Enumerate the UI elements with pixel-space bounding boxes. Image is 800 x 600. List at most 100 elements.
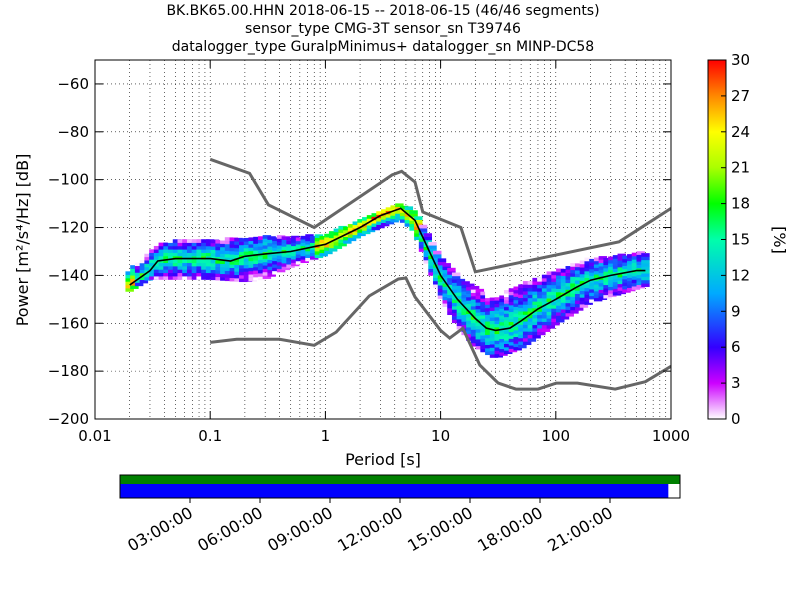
psd-bin (466, 330, 475, 335)
psd-bin (518, 321, 527, 325)
psd-bin (466, 323, 475, 328)
psd-bin (262, 268, 272, 273)
psd-bin (248, 260, 257, 265)
psd-bin (456, 312, 466, 317)
psd-bin (433, 264, 442, 268)
psd-bin (281, 256, 291, 261)
psd-bin (551, 321, 560, 326)
psd-bin (158, 276, 168, 280)
psd-bin (636, 278, 645, 282)
psd-bin (224, 264, 234, 268)
psd-bin (262, 241, 272, 246)
psd-bin (257, 276, 267, 281)
timeline-tick-label: 21:00:00 (544, 503, 616, 555)
psd-bin (205, 266, 215, 270)
mean-curve (129, 207, 646, 332)
psd-bin (186, 242, 196, 247)
psd-bin (234, 254, 243, 259)
psd-bin (224, 267, 234, 272)
psd-bin (215, 276, 224, 281)
psd-bin (608, 269, 617, 274)
psd-bin (593, 270, 603, 275)
psd-bin (172, 245, 182, 250)
psd-bin (503, 343, 513, 348)
psd-bin (489, 340, 499, 345)
psd-bin (570, 276, 579, 281)
psd-bin (385, 220, 395, 225)
psd-bin (376, 211, 385, 215)
psd-bin (295, 237, 305, 242)
psd-bin (239, 278, 248, 283)
psd-bin (461, 291, 470, 295)
psd-bin (158, 262, 168, 267)
psd-bin (574, 266, 584, 271)
psd-bin (537, 291, 546, 296)
psd-bin (518, 304, 527, 309)
psd-bin (314, 234, 324, 238)
psd-bin (503, 293, 513, 298)
psd-bin (144, 250, 153, 254)
psd-bin (461, 297, 470, 302)
psd-bin (560, 315, 570, 320)
psd-bin (537, 277, 546, 282)
psd-bin (428, 241, 437, 246)
psd-bin (224, 270, 234, 275)
psd-bin (134, 265, 144, 270)
psd-bin (158, 256, 168, 260)
psd-bin (352, 234, 362, 239)
psd-bin (466, 303, 475, 308)
psd-bin (139, 262, 149, 267)
psd-bin (395, 203, 404, 208)
psd-bin (177, 272, 186, 277)
psd-bin (224, 237, 234, 241)
psd-bin (489, 334, 499, 338)
psd-bin (551, 315, 560, 319)
psd-bin (437, 271, 447, 276)
psd-bin (182, 266, 191, 270)
colorbar-tick-label: 18 (731, 195, 750, 213)
psd-bin (565, 296, 574, 300)
psd-bin (593, 264, 603, 268)
psd-bin (570, 306, 579, 311)
psd-bin (257, 249, 267, 254)
psd-bin (475, 345, 485, 350)
psd-bin (380, 219, 390, 223)
psd-bin (243, 251, 253, 255)
psd-bin (437, 281, 447, 286)
psd-bin (475, 319, 485, 323)
psd-bin (385, 217, 395, 222)
psd-bin (470, 332, 480, 337)
psd-bin (451, 312, 461, 317)
psd-bin (556, 315, 565, 320)
psd-bin (158, 259, 168, 264)
psd-bin (565, 269, 574, 274)
psd-bin (518, 337, 527, 342)
psd-bin (466, 313, 475, 318)
psd-bin (281, 246, 291, 250)
psd-bin (546, 294, 556, 299)
psd-bin (598, 269, 608, 274)
psd-bin (494, 323, 503, 328)
psd-bin (603, 288, 612, 292)
psd-bin (201, 252, 210, 257)
psd-bin (584, 294, 593, 299)
psd-bin (551, 271, 560, 276)
psd-bin (451, 299, 461, 303)
psd-bin (475, 312, 485, 316)
psd-bin (503, 290, 513, 294)
psd-bin (475, 325, 485, 330)
psd-bin (489, 344, 499, 348)
psd-bin (631, 252, 641, 257)
psd-bin (149, 249, 158, 253)
psd-bin (215, 270, 224, 274)
psd-bin (560, 285, 570, 290)
psd-bin (229, 250, 239, 255)
psd-bin (579, 287, 589, 292)
psd-bin (347, 227, 357, 232)
psd-bin (343, 236, 352, 241)
psd-bin (475, 302, 485, 306)
psd-bin (347, 230, 357, 235)
psd-bin (503, 313, 513, 318)
psd-bin (631, 266, 641, 270)
